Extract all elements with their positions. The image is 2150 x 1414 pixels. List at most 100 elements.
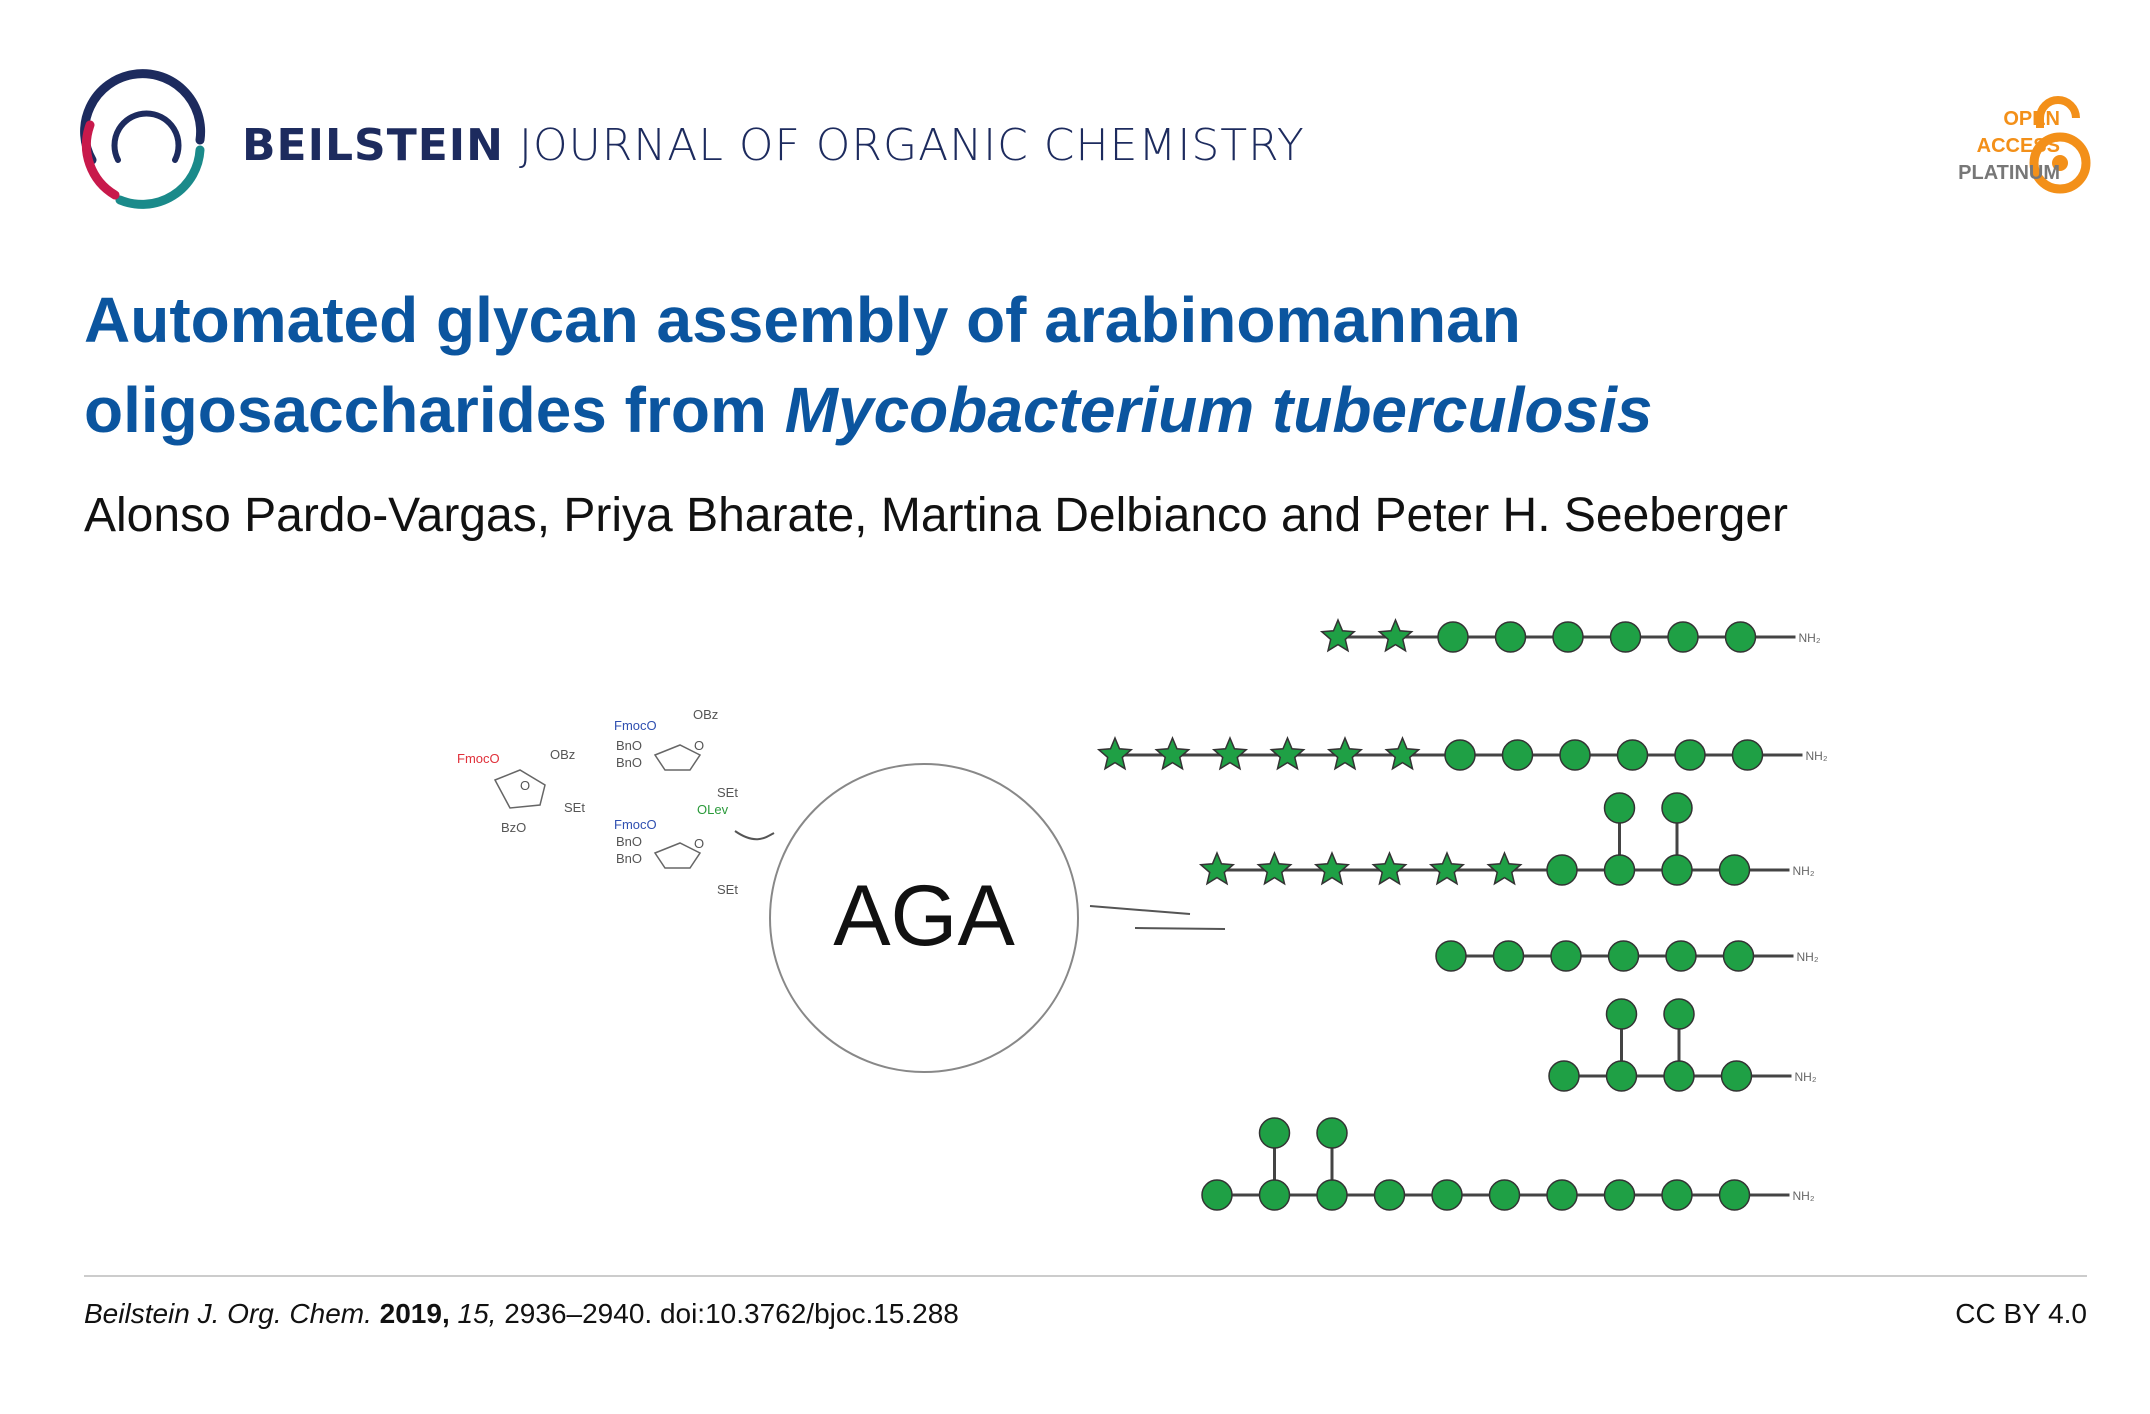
mannose bbox=[1609, 621, 1642, 653]
arabinose bbox=[1486, 851, 1523, 886]
chem-label: BnO bbox=[616, 755, 642, 770]
mannose bbox=[1616, 739, 1649, 771]
badge-line: PLATINUM bbox=[1958, 162, 2060, 184]
arabinose bbox=[1384, 736, 1421, 771]
mannose bbox=[1501, 739, 1534, 771]
chem-label: FmocO bbox=[614, 817, 657, 832]
mannose bbox=[1548, 1060, 1580, 1092]
mannose bbox=[1431, 1179, 1463, 1211]
chem-label: BnO bbox=[616, 851, 642, 866]
title-line: oligosaccharides from Mycobacterium tube… bbox=[84, 373, 1652, 447]
mannose bbox=[1435, 940, 1467, 972]
mannose bbox=[1605, 998, 1638, 1030]
chem-label: O bbox=[694, 836, 704, 851]
mannose bbox=[1258, 1179, 1291, 1211]
mannose bbox=[1720, 1060, 1753, 1092]
mannose bbox=[1437, 621, 1469, 653]
citation-journal: Beilstein J. Org. Chem. bbox=[84, 1298, 372, 1329]
chem-label: O bbox=[520, 778, 530, 793]
mannose bbox=[1546, 1179, 1578, 1211]
arabinose bbox=[1154, 736, 1191, 771]
arabinose bbox=[1377, 618, 1414, 653]
mannose bbox=[1492, 940, 1525, 972]
mannose bbox=[1550, 940, 1582, 972]
mannose bbox=[1603, 792, 1636, 824]
journal-bold: BEILSTEIN bbox=[242, 120, 504, 171]
mannose bbox=[1607, 940, 1640, 972]
open-access-lock bbox=[2029, 96, 2091, 194]
sugar-rings bbox=[493, 744, 702, 869]
chem-label: SEt bbox=[717, 882, 738, 897]
chem-label: BnO bbox=[616, 834, 642, 849]
amine-label: NH₂ bbox=[1795, 1070, 1817, 1084]
mannose bbox=[1663, 998, 1695, 1030]
title-text: oligosaccharides from bbox=[84, 374, 767, 446]
arabinose bbox=[1269, 736, 1306, 771]
mannose bbox=[1718, 1179, 1751, 1211]
badge-line: ACCESS bbox=[1976, 135, 2060, 157]
citation-pages: 2936–2940. doi:10.3762/bjoc.15.288 bbox=[504, 1298, 959, 1329]
mannose bbox=[1661, 854, 1693, 886]
mannose bbox=[1444, 739, 1476, 771]
amine-label: NH₂ bbox=[1793, 864, 1815, 878]
mannose bbox=[1201, 1179, 1233, 1211]
chem-label: FmocO bbox=[457, 751, 500, 766]
mannose bbox=[1603, 854, 1636, 886]
mannose bbox=[1258, 1117, 1291, 1149]
chem-label: OBz bbox=[550, 747, 575, 762]
mannose bbox=[1722, 940, 1755, 972]
aga-circle bbox=[769, 763, 1079, 1073]
mannose bbox=[1559, 739, 1591, 771]
amine-label: NH₂ bbox=[1806, 749, 1828, 763]
chem-label: OLev bbox=[697, 802, 729, 817]
mannose bbox=[1667, 621, 1699, 653]
mannose bbox=[1546, 854, 1578, 886]
badge-line: OPEN bbox=[2003, 108, 2060, 130]
mannose bbox=[1661, 792, 1693, 824]
arabinose bbox=[1428, 851, 1466, 886]
arabinose bbox=[1326, 736, 1364, 771]
mannose bbox=[1605, 1060, 1638, 1092]
chem-label: BnO bbox=[616, 738, 642, 753]
mannose bbox=[1661, 1179, 1693, 1211]
chem-label: FmocO bbox=[614, 718, 657, 733]
title-line: Automated glycan assembly of arabinomann… bbox=[84, 284, 1521, 356]
mannose bbox=[1552, 621, 1584, 653]
chem-label: SEt bbox=[564, 800, 585, 815]
mannose bbox=[1316, 1179, 1348, 1211]
arabinose bbox=[1211, 736, 1249, 771]
arabinose bbox=[1096, 736, 1134, 771]
arabinose bbox=[1319, 618, 1357, 653]
mannose bbox=[1665, 940, 1697, 972]
mannose bbox=[1494, 621, 1527, 653]
arrows bbox=[734, 830, 1226, 930]
amine-label: NH₂ bbox=[1793, 1189, 1815, 1203]
mannose bbox=[1316, 1117, 1348, 1149]
title-italic: Mycobacterium tuberculosis bbox=[784, 374, 1653, 446]
mannose bbox=[1724, 621, 1757, 653]
amine-label: NH₂ bbox=[1797, 950, 1819, 964]
chem-label: OBz bbox=[693, 707, 718, 722]
arabinose bbox=[1313, 851, 1351, 886]
mannose bbox=[1718, 854, 1751, 886]
citation-volume: 15, bbox=[457, 1298, 497, 1329]
arabinose bbox=[1256, 851, 1293, 886]
mannose bbox=[1663, 1060, 1695, 1092]
mannose bbox=[1731, 739, 1764, 771]
mannose bbox=[1603, 1179, 1636, 1211]
license: CC BY 4.0 bbox=[1955, 1298, 2087, 1329]
chem-label: SEt bbox=[717, 785, 738, 800]
journal-name: BEILSTEIN JOURNAL OF ORGANIC CHEMISTRY bbox=[242, 120, 1305, 171]
citation: Beilstein J. Org. Chem. 2019, 15, 2936–2… bbox=[84, 1298, 959, 1330]
chem-label: O bbox=[694, 738, 704, 753]
arabinose bbox=[1198, 851, 1236, 886]
chem-label: BzO bbox=[501, 820, 526, 835]
amine-label: NH₂ bbox=[1799, 631, 1821, 645]
mannose bbox=[1674, 739, 1706, 771]
aga-label: AGA bbox=[833, 868, 1015, 964]
citation-year: 2019, bbox=[379, 1298, 450, 1329]
journal-rest: JOURNAL OF ORGANIC CHEMISTRY bbox=[518, 120, 1305, 171]
mannose bbox=[1373, 1179, 1406, 1211]
